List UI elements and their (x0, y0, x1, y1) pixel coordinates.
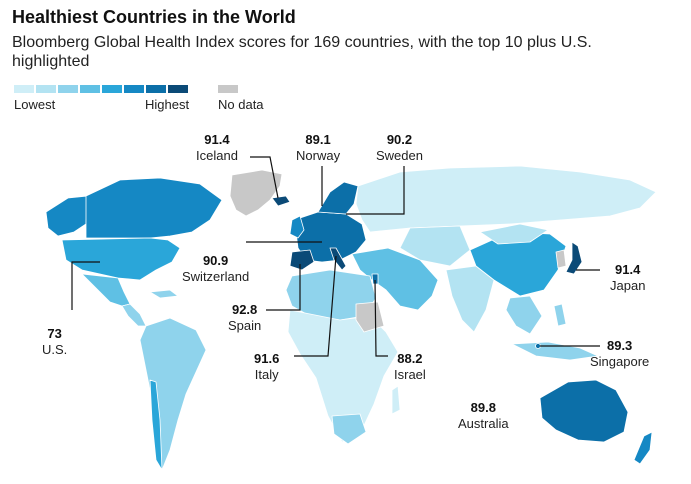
sweden-score: 90.2 (386, 132, 413, 147)
callout-iceland: 91.4 Iceland (196, 132, 238, 164)
legend-swatch-5 (102, 85, 122, 93)
spain-label: Spain (228, 318, 262, 333)
callout-sweden: 90.2 Sweden (376, 132, 423, 164)
italy-label: Italy (254, 367, 279, 382)
israel-score: 88.2 (397, 351, 423, 366)
leader-israel (374, 279, 388, 357)
callout-norway: 89.1 Norway (296, 132, 340, 164)
callout-japan: 91.4 Japan (610, 262, 645, 294)
leader-italy (294, 255, 337, 357)
legend-nodata-swatch (218, 85, 238, 93)
greenland-shape (229, 169, 283, 217)
callout-israel: 88.2 Israel (394, 351, 426, 383)
us-label: U.S. (42, 342, 68, 357)
singapore-label: Singapore (590, 354, 650, 369)
legend-low-label: Lowest (14, 97, 56, 112)
southeast-asia-shape (505, 295, 543, 335)
spain-shape (289, 249, 315, 271)
iceland-score: 91.4 (204, 132, 230, 147)
legend-swatch-6 (124, 85, 144, 93)
legend-high-label: Highest (145, 97, 190, 112)
japan-label: Japan (610, 278, 646, 293)
philippines-shape (553, 303, 567, 327)
usa-shape (61, 237, 181, 281)
callout-australia: 89.8 Australia (458, 400, 509, 432)
new-zealand-shape (633, 431, 653, 465)
spain-score: 92.8 (231, 302, 258, 317)
sudan-shape (355, 301, 385, 333)
indonesia-shape (511, 341, 599, 361)
israel-label: Israel (394, 367, 426, 382)
leader-sweden (346, 166, 405, 215)
singapore-shape (535, 343, 541, 349)
scandinavia-shape (317, 181, 359, 215)
iceland-shape (271, 195, 291, 207)
caribbean-shape (149, 289, 179, 299)
madagascar-shape (391, 385, 401, 415)
legend-scale (14, 85, 188, 93)
korea-shape (555, 249, 567, 269)
callout-switzerland: 90.9 Switzerland (182, 253, 249, 285)
switzerland-score: 90.9 (202, 253, 229, 268)
south-africa-shape (331, 413, 367, 445)
callout-singapore: 89.3 Singapore (590, 338, 649, 370)
central-asia-shape (399, 225, 471, 267)
australia-shape (539, 379, 629, 443)
us-score: 73 (47, 326, 62, 341)
legend-swatch-4 (80, 85, 100, 93)
world-map (45, 156, 657, 471)
australia-score: 89.8 (470, 400, 496, 415)
japan-shape (565, 241, 583, 275)
singapore-score: 89.3 (606, 338, 633, 353)
iceland-label: Iceland (196, 148, 238, 163)
legend-swatch-3 (58, 85, 78, 93)
chile-shape (149, 379, 163, 471)
south-america-shape (139, 317, 207, 471)
switzerland-label: Switzerland (182, 269, 250, 284)
italy-score: 91.6 (254, 351, 280, 366)
norway-label: Norway (296, 148, 341, 163)
callout-italy: 91.6 Italy (254, 351, 279, 383)
italy-shape (329, 247, 347, 271)
legend-swatch-1 (14, 85, 34, 93)
color-legend: Lowest Highest No data (14, 85, 264, 112)
australia-label: Australia (458, 416, 509, 431)
callout-us: 73 U.S. (42, 326, 67, 358)
japan-score: 91.4 (615, 262, 641, 277)
russia-shape (355, 165, 657, 233)
sweden-label: Sweden (376, 148, 423, 163)
legend-swatch-2 (36, 85, 56, 93)
israel-shape (371, 273, 379, 285)
alaska-shape (45, 195, 89, 237)
legend-nodata-label: No data (218, 97, 264, 112)
norway-score: 89.1 (305, 132, 331, 147)
chart-title: Healthiest Countries in the World (12, 7, 296, 27)
legend-swatch-7 (146, 85, 166, 93)
legend-swatch-8 (168, 85, 188, 93)
uk-shape (289, 215, 305, 239)
central-america-shape (121, 303, 147, 327)
callout-spain: 92.8 Spain (228, 302, 261, 334)
leader-iceland (250, 156, 279, 199)
canada-shape (85, 177, 223, 239)
mongolia-shape (479, 223, 549, 245)
leader-us (71, 261, 100, 310)
leader-spain (266, 264, 301, 311)
chart-subtitle: Bloomberg Global Health Index scores for… (12, 34, 592, 70)
india-shape (445, 265, 495, 333)
